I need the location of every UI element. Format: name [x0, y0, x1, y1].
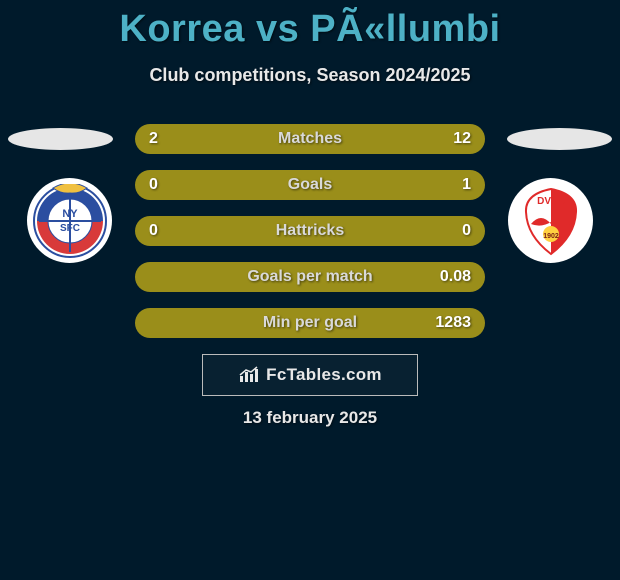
- svg-text:1902: 1902: [543, 233, 559, 240]
- team-left-logo-icon: NY SFC: [33, 184, 107, 258]
- stats-list: 2 Matches 12 0 Goals 1 0 Hattricks 0 Goa…: [135, 124, 485, 354]
- stat-left-value: 0: [149, 176, 158, 194]
- svg-text:DVSC: DVSC: [537, 196, 565, 207]
- stat-row-goals-per-match: Goals per match 0.08: [135, 262, 485, 292]
- stat-label: Matches: [135, 130, 485, 148]
- bar-chart-icon: [238, 366, 260, 384]
- date-label: 13 february 2025: [243, 408, 377, 428]
- stat-right-value: 1283: [435, 314, 471, 332]
- page-title: Korrea vs PÃ«llumbi: [0, 0, 620, 51]
- player-right-flag-placeholder: [507, 128, 612, 150]
- stat-row-matches: 2 Matches 12: [135, 124, 485, 154]
- watermark: FcTables.com: [202, 354, 418, 396]
- stat-row-min-per-goal: Min per goal 1283: [135, 308, 485, 338]
- team-right-logo: DVSC 1902: [508, 178, 593, 263]
- svg-text:NY: NY: [62, 208, 78, 220]
- stat-right-value: 0.08: [440, 268, 471, 286]
- page-subtitle: Club competitions, Season 2024/2025: [0, 65, 620, 86]
- svg-text:SFC: SFC: [60, 223, 80, 234]
- team-right-logo-icon: DVSC 1902: [514, 184, 588, 258]
- stat-left-value: 2: [149, 130, 158, 148]
- stat-label: Min per goal: [135, 314, 485, 332]
- stat-right-value: 1: [462, 176, 471, 194]
- stat-left-value: 0: [149, 222, 158, 240]
- stat-label: Goals per match: [135, 268, 485, 286]
- player-left-flag-placeholder: [8, 128, 113, 150]
- stat-row-hattricks: 0 Hattricks 0: [135, 216, 485, 246]
- stat-label: Goals: [135, 176, 485, 194]
- stat-right-value: 12: [453, 130, 471, 148]
- watermark-text: FcTables.com: [266, 365, 382, 385]
- team-left-logo: NY SFC: [27, 178, 112, 263]
- stat-label: Hattricks: [135, 222, 485, 240]
- stat-row-goals: 0 Goals 1: [135, 170, 485, 200]
- stat-right-value: 0: [462, 222, 471, 240]
